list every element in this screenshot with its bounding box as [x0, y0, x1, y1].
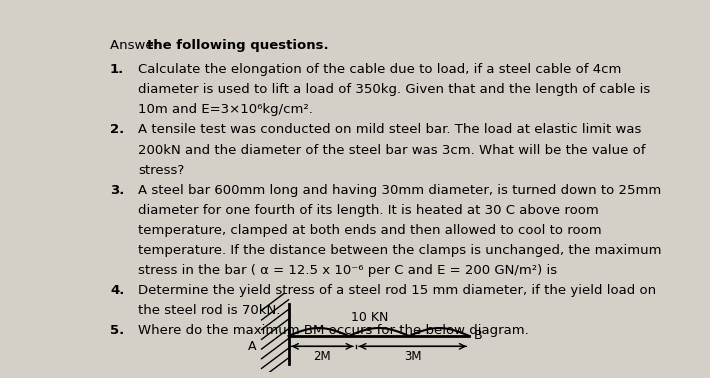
Text: A tensile test was conducted on mild steel bar. The load at elastic limit was: A tensile test was conducted on mild ste…	[138, 124, 642, 136]
Text: diameter for one fourth of its length. It is heated at 30 C above room: diameter for one fourth of its length. I…	[138, 204, 599, 217]
Text: 5.: 5.	[110, 324, 124, 337]
Text: Determine the yield stress of a steel rod 15 mm diameter, if the yield load on: Determine the yield stress of a steel ro…	[138, 284, 657, 297]
Text: Where do the maximum BM occurs for the below diagram.: Where do the maximum BM occurs for the b…	[138, 324, 529, 337]
Text: 3.: 3.	[110, 184, 124, 197]
Text: 4.: 4.	[110, 284, 124, 297]
Text: temperature. If the distance between the clamps is unchanged, the maximum: temperature. If the distance between the…	[138, 244, 662, 257]
Text: 2.: 2.	[110, 124, 124, 136]
Text: Calculate the elongation of the cable due to load, if a steel cable of 4cm: Calculate the elongation of the cable du…	[138, 64, 622, 76]
Text: 200kN and the diameter of the steel bar was 3cm. What will be the value of: 200kN and the diameter of the steel bar …	[138, 144, 646, 156]
Text: 10m and E=3×10⁶kg/cm².: 10m and E=3×10⁶kg/cm².	[138, 104, 313, 116]
Text: 3M: 3M	[404, 350, 422, 363]
Text: stress in the bar ( α = 12.5 x 10⁻⁶ per C and E = 200 GN/m²) is: stress in the bar ( α = 12.5 x 10⁻⁶ per …	[138, 264, 557, 277]
Text: the following questions.: the following questions.	[147, 39, 329, 52]
Text: Answer: Answer	[110, 39, 163, 52]
Text: temperature, clamped at both ends and then allowed to cool to room: temperature, clamped at both ends and th…	[138, 224, 602, 237]
Text: B: B	[474, 329, 482, 342]
Text: the steel rod is 70kN.: the steel rod is 70kN.	[138, 304, 281, 317]
Text: 2M: 2M	[313, 350, 331, 363]
Text: diameter is used to lift a load of 350kg. Given that and the length of cable is: diameter is used to lift a load of 350kg…	[138, 84, 650, 96]
Text: A steel bar 600mm long and having 30mm diameter, is turned down to 25mm: A steel bar 600mm long and having 30mm d…	[138, 184, 662, 197]
Text: 1.: 1.	[110, 64, 124, 76]
Text: 10 KN: 10 KN	[351, 311, 388, 324]
Text: stress?: stress?	[138, 164, 185, 177]
Text: A: A	[248, 340, 256, 353]
